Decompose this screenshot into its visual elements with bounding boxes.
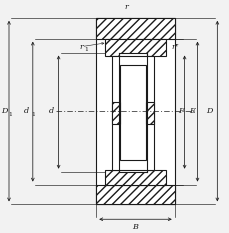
Bar: [105, 170, 165, 185]
Text: D: D: [1, 107, 7, 115]
Text: E: E: [189, 107, 195, 115]
Bar: [145, 102, 153, 123]
Text: 3: 3: [134, 131, 138, 136]
Text: d: d: [24, 107, 29, 115]
Bar: [119, 53, 146, 172]
Bar: [112, 55, 153, 170]
Bar: [120, 65, 145, 160]
Text: D: D: [205, 107, 212, 115]
Bar: [96, 18, 174, 39]
Text: 1: 1: [84, 47, 88, 52]
Text: B: B: [131, 223, 137, 231]
Text: r: r: [124, 3, 128, 11]
Bar: [96, 18, 174, 204]
Text: r: r: [79, 43, 83, 51]
Bar: [105, 39, 165, 55]
Text: B: B: [127, 128, 132, 136]
Text: 1: 1: [31, 112, 35, 116]
Bar: [96, 185, 174, 204]
Text: r: r: [171, 43, 175, 51]
Bar: [112, 102, 120, 123]
Text: F: F: [177, 107, 183, 115]
Text: 1: 1: [8, 112, 12, 116]
Text: d: d: [49, 107, 54, 115]
